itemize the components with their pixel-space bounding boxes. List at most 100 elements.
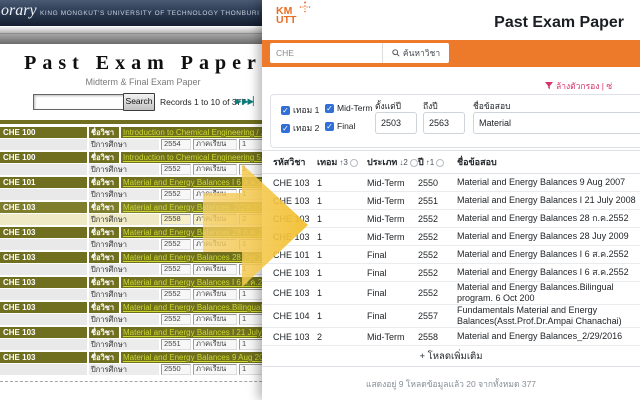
legacy-page-title: Past Exam Paper bbox=[24, 52, 262, 74]
cell-term: 1 bbox=[317, 195, 323, 206]
term1-checkbox[interactable]: ✓ เทอม 1 bbox=[281, 103, 319, 117]
from-year-input[interactable] bbox=[375, 112, 417, 134]
empty-cell bbox=[0, 314, 87, 325]
course-name-label: ชื่อวิชา bbox=[89, 352, 119, 363]
modern-panel: KM UTT Past Exam Paper ค้นหาวิ bbox=[262, 0, 640, 400]
course-search-input[interactable] bbox=[270, 43, 382, 63]
academic-year-label: ปีการศึกษา bbox=[89, 214, 159, 225]
sort-clear-icon[interactable] bbox=[436, 158, 445, 167]
academic-year-value: 2552 bbox=[161, 189, 191, 200]
sort-clear-icon[interactable] bbox=[349, 158, 358, 167]
record-title-row: CHE 103 ชื่อวิชา Material and Energy Bal… bbox=[0, 302, 312, 313]
cell-term: 1 bbox=[317, 288, 323, 298]
table-row[interactable]: CHE 103 1 Final 2552 Material and Energy… bbox=[262, 282, 640, 305]
modern-page-title: Past Exam Paper bbox=[494, 14, 624, 31]
cell-term: 1 bbox=[317, 177, 323, 188]
table-row[interactable]: CHE 103 1 Mid-Term 2552 Material and Ene… bbox=[262, 210, 640, 228]
table-row[interactable]: CHE 103 1 Mid-Term 2550 Material and Ene… bbox=[262, 174, 640, 192]
table-bottom-divider bbox=[0, 381, 312, 382]
banner-gray-bar bbox=[0, 33, 330, 44]
checkbox-checked-icon[interactable]: ✓ bbox=[325, 121, 334, 131]
academic-year-label: ปีการศึกษา bbox=[89, 264, 159, 275]
exam-title-link[interactable]: Introduction to Chemical Engineering / ภ… bbox=[121, 127, 312, 138]
pagination-nav[interactable]: ▶ ▶▶▏ bbox=[235, 96, 260, 107]
course-search-button[interactable]: ค้นหาวิชา bbox=[382, 43, 449, 63]
header-exam-name[interactable]: ชื่อข้อสอบ bbox=[457, 156, 497, 167]
legacy-exam-record: CHE 103 ชื่อวิชา Material and Energy Bal… bbox=[0, 327, 312, 350]
cell-term: 1 bbox=[317, 267, 323, 278]
header-term[interactable]: เทอม ↑3 bbox=[317, 155, 367, 169]
cell-type: Final bbox=[367, 267, 387, 278]
cell-year: 2557 bbox=[418, 311, 439, 321]
exam-title-link[interactable]: Material and Energy Balances.Bilingual p… bbox=[121, 302, 312, 313]
course-code: CHE 103 bbox=[0, 327, 87, 338]
cell-course-code: CHE 103 bbox=[273, 177, 310, 188]
checkbox-checked-icon[interactable]: ✓ bbox=[325, 103, 334, 113]
filter-actions[interactable]: ล้างตัวกรอง | ซ่ bbox=[545, 79, 640, 93]
record-title-row: CHE 103 ชื่อวิชา Material and Energy Bal… bbox=[0, 252, 312, 263]
exam-name-input[interactable] bbox=[473, 112, 640, 134]
academic-year-value: 2550 bbox=[161, 364, 191, 375]
checkbox-checked-icon[interactable]: ✓ bbox=[281, 105, 290, 115]
semester-label: ภาคเรียน bbox=[193, 139, 237, 150]
exam-title-link[interactable]: Material and Energy Balances 28 Juy 200 bbox=[121, 252, 312, 263]
table-row[interactable]: CHE 103 1 Mid-Term 2552 Material and Ene… bbox=[262, 228, 640, 246]
cell-course-code: CHE 103 bbox=[273, 288, 310, 298]
midterm-label: Mid-Term bbox=[337, 103, 373, 113]
exam-title-link[interactable]: Introduction to Chemical Engineering 5.ส… bbox=[121, 152, 312, 163]
academic-year-value: 2552 bbox=[161, 314, 191, 325]
to-year-input[interactable] bbox=[423, 112, 465, 134]
legacy-search-input[interactable] bbox=[33, 94, 125, 110]
table-row[interactable]: CHE 101 1 Final 2552 Material and Energy… bbox=[262, 246, 640, 264]
term2-checkbox[interactable]: ✓ เทอม 2 bbox=[281, 121, 319, 135]
cell-year: 2552 bbox=[418, 267, 439, 278]
semester-label: ภาคเรียน bbox=[193, 164, 237, 175]
cell-exam-name: Material and Energy Balances I 6 ส.ค.255… bbox=[457, 249, 629, 259]
legacy-search-button[interactable]: Search bbox=[123, 93, 155, 111]
final-checkbox[interactable]: ✓ Final bbox=[325, 121, 355, 131]
sort-indicator: ↓2 bbox=[399, 158, 408, 167]
header-course-code[interactable]: รหัสวิชา bbox=[273, 157, 306, 167]
table-row[interactable]: CHE 104 1 Final 2557 Fundamentals Materi… bbox=[262, 305, 640, 328]
cell-term: 1 bbox=[317, 231, 323, 242]
course-code: CHE 103 bbox=[0, 227, 87, 238]
academic-year-label: ปีการศึกษา bbox=[89, 364, 159, 375]
sort-clear-icon[interactable] bbox=[409, 158, 418, 167]
table-row[interactable]: CHE 103 2 Mid-Term 2558 Material and Ene… bbox=[262, 328, 640, 346]
exam-title-link[interactable]: Material and Energy Balances I 21 July 2… bbox=[121, 327, 312, 338]
cell-year: 2552 bbox=[418, 213, 439, 224]
results-summary: แสดงอยู่ 9 โหลดข้อมูลแล้ว 20 จากทั้งหมด … bbox=[365, 379, 537, 389]
cell-exam-name: Material and Energy Balances_2/29/2016 bbox=[457, 331, 623, 341]
empty-cell bbox=[0, 339, 87, 350]
checkbox-checked-icon[interactable]: ✓ bbox=[281, 123, 290, 133]
table-row[interactable]: CHE 103 1 Final 2552 Material and Energy… bbox=[262, 264, 640, 282]
cell-type: Mid-Term bbox=[367, 213, 405, 224]
empty-cell bbox=[0, 139, 87, 150]
course-name-label: ชื่อวิชา bbox=[89, 302, 119, 313]
exam-title-link[interactable]: Material and Energy Balances 9 Aug 200 bbox=[121, 352, 312, 363]
cell-term: 1 bbox=[317, 311, 323, 321]
kmutt-logo-line1: KM bbox=[276, 5, 293, 17]
load-more-button[interactable]: + โหลดเพิ่มเติม bbox=[262, 346, 640, 367]
course-code: CHE 103 bbox=[0, 202, 87, 213]
library-logo-text: orary bbox=[1, 2, 37, 19]
course-name-label: ชื่อวิชา bbox=[89, 152, 119, 163]
academic-year-value: 2554 bbox=[161, 139, 191, 150]
table-top-strip bbox=[0, 120, 312, 124]
cell-exam-name: Material and Energy Balances.Bilingual p… bbox=[457, 282, 614, 303]
last-page-icon[interactable]: ▶▶▏ bbox=[241, 96, 260, 106]
cell-type: Mid-Term bbox=[367, 331, 405, 342]
cell-year: 2551 bbox=[418, 195, 439, 206]
cell-type: Final bbox=[367, 249, 387, 260]
table-row[interactable]: CHE 103 1 Mid-Term 2551 Material and Ene… bbox=[262, 192, 640, 210]
next-page-icon[interactable]: ▶ bbox=[235, 96, 241, 106]
cell-term: 1 bbox=[317, 249, 323, 260]
header-year[interactable]: ปี ↑1 bbox=[418, 155, 457, 169]
exam-title-link[interactable]: Material and Energy Balances I 6 ส.ค.255 bbox=[121, 277, 312, 288]
table-header-row: รหัสวิชา เทอม ↑3 ประเภท ↓2 ปี ↑1 ชื่อข้อสอบ bbox=[262, 150, 640, 174]
legacy-search-row: Search Records 1 to 10 of 377 ▶ ▶▶▏ bbox=[0, 92, 330, 114]
clear-filter-link[interactable]: ล้างตัวกรอง | ซ่ bbox=[556, 81, 613, 91]
midterm-checkbox[interactable]: ✓ Mid-Term bbox=[325, 103, 372, 113]
header-type[interactable]: ประเภท ↓2 bbox=[367, 155, 418, 169]
exam-title-link[interactable]: Material and Energy Balances I 6 ส.ค.255 bbox=[121, 177, 312, 188]
